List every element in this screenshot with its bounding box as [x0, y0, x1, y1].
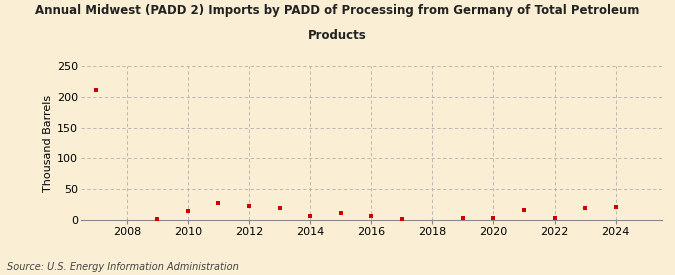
Text: Source: U.S. Energy Information Administration: Source: U.S. Energy Information Administ…	[7, 262, 238, 272]
Point	[244, 204, 254, 208]
Point	[91, 88, 102, 92]
Point	[488, 216, 499, 220]
Point	[396, 217, 407, 221]
Point	[518, 207, 529, 212]
Point	[213, 200, 224, 205]
Text: Annual Midwest (PADD 2) Imports by PADD of Processing from Germany of Total Petr: Annual Midwest (PADD 2) Imports by PADD …	[35, 4, 640, 17]
Text: Products: Products	[308, 29, 367, 42]
Point	[366, 213, 377, 218]
Y-axis label: Thousand Barrels: Thousand Barrels	[43, 94, 53, 192]
Point	[458, 216, 468, 220]
Point	[152, 217, 163, 222]
Point	[610, 205, 621, 209]
Point	[182, 209, 193, 214]
Point	[335, 210, 346, 215]
Point	[580, 206, 591, 210]
Point	[274, 206, 285, 210]
Point	[549, 215, 560, 220]
Point	[304, 213, 315, 218]
